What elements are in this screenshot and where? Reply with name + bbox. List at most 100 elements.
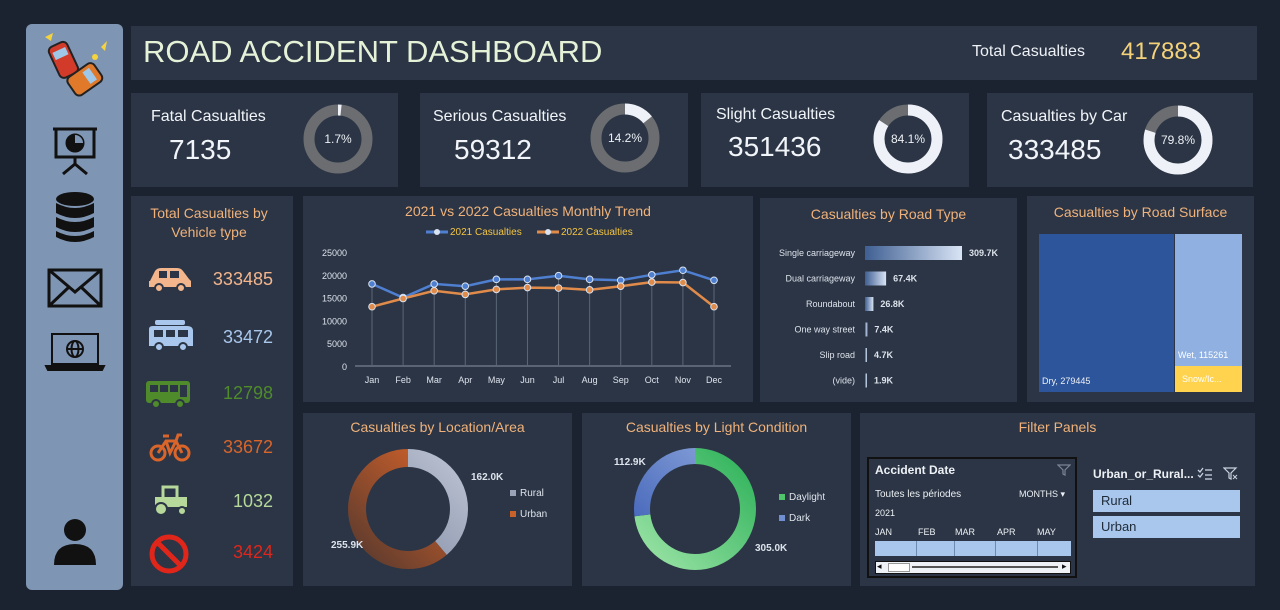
bar-category-label: One way street xyxy=(794,325,855,335)
bar xyxy=(865,297,874,311)
database-icon[interactable] xyxy=(26,190,123,246)
total-casualties-value: 417883 xyxy=(1121,38,1202,65)
bar xyxy=(865,373,867,388)
donut-arc xyxy=(590,103,660,173)
kpi-donut: 79.8% xyxy=(1143,105,1213,175)
data-point xyxy=(585,275,594,284)
data-point xyxy=(461,290,470,299)
treemap-wet: Wet, 115261 xyxy=(1175,234,1242,366)
bar-category-label: Roundabout xyxy=(806,299,856,309)
data-point xyxy=(523,283,532,292)
scroll-thumb[interactable] xyxy=(888,563,910,572)
date-slicer[interactable]: Accident Date Toutes les périodes MONTHS… xyxy=(867,457,1077,578)
kpi-percent: 79.8% xyxy=(1161,133,1195,147)
month-label: APR xyxy=(997,527,1016,537)
timeline-scrollbar[interactable]: ◂ ▸ xyxy=(875,561,1071,574)
data-point xyxy=(585,286,594,294)
x-tick-label: Dec xyxy=(706,375,723,385)
data-point xyxy=(710,276,718,285)
month-label: MAR xyxy=(955,527,975,537)
clear-filter-icon[interactable] xyxy=(1057,464,1071,476)
user-icon[interactable] xyxy=(26,512,123,572)
bicycle-icon xyxy=(149,433,191,462)
kpi-donut: 84.1% xyxy=(873,104,943,174)
scroll-right-icon[interactable]: ▸ xyxy=(1062,561,1067,571)
series-line xyxy=(371,280,715,308)
data-point xyxy=(554,284,563,292)
kpi-card-slight: Slight Casualties 351436 84.1% xyxy=(701,93,969,187)
light-donut: Daylight 305.0K Dark 112.9K xyxy=(614,448,825,570)
mail-icon[interactable] xyxy=(26,266,123,310)
vehicle-type-panel: Total Casualties by Vehicle type 333485 … xyxy=(131,196,293,586)
clear-filter-icon[interactable] xyxy=(1223,467,1238,481)
month-label: JAN xyxy=(875,527,893,537)
road-surface-panel: Casualties by Road Surface Dry, 279445 W… xyxy=(1027,196,1254,402)
legend-label: Urban xyxy=(520,509,547,520)
chart-title: Casualties by Light Condition xyxy=(625,419,808,435)
kpi-donut: 1.7% xyxy=(303,104,373,174)
data-point xyxy=(679,266,687,275)
legend-marker xyxy=(545,229,551,235)
bar xyxy=(865,246,962,260)
y-tick-label: 20000 xyxy=(322,271,347,281)
y-tick-label: 5000 xyxy=(327,339,347,349)
month-label: FEB xyxy=(918,527,936,537)
donut-arc xyxy=(303,104,373,174)
no-entry-icon xyxy=(149,534,189,574)
vehicle-row-car: 333485 xyxy=(131,259,291,299)
x-tick-label: Nov xyxy=(675,375,692,385)
legend-swatch xyxy=(510,490,516,496)
vehicle-value: 33472 xyxy=(222,327,273,347)
data-point xyxy=(430,286,438,295)
data-point xyxy=(679,278,687,287)
vehicle-row-van: 33472 xyxy=(131,317,291,357)
kpi-value: 59312 xyxy=(454,134,532,165)
road-type-panel: Casualties by Road Type Single carriagew… xyxy=(760,198,1017,402)
area-option-urban[interactable]: Urban xyxy=(1093,516,1240,538)
multi-select-icon[interactable] xyxy=(1197,467,1213,481)
chevron-down-icon: ▾ xyxy=(1060,489,1066,499)
treemap-label: Wet, 115261 xyxy=(1178,350,1229,360)
car-icon xyxy=(149,268,191,293)
timeline-bar[interactable] xyxy=(875,541,1071,556)
chart-title: Casualties by Location/Area xyxy=(350,419,525,435)
legend-label: Daylight xyxy=(789,492,825,503)
vehicle-title-line2: Vehicle type xyxy=(171,224,247,240)
data-point xyxy=(399,294,407,303)
slice-value-label: 162.0K xyxy=(471,472,504,483)
x-tick-label: Sep xyxy=(613,375,629,385)
page-title: ROAD ACCIDENT DASHBOARD xyxy=(143,34,603,69)
location-panel: Casualties by Location/Area Rural 162.0K U… xyxy=(303,413,572,586)
presentation-icon[interactable] xyxy=(26,122,123,178)
chart-title: Casualties by Road Type xyxy=(810,206,967,222)
donut-arc xyxy=(1143,105,1213,175)
kpi-card-car: Casualties by Car 333485 79.8% xyxy=(987,93,1253,187)
data-point xyxy=(710,302,718,311)
header-bar: ROAD ACCIDENT DASHBOARD Total Casualties… xyxy=(131,26,1257,80)
laptop-globe-icon[interactable] xyxy=(26,330,123,374)
area-slicer-title: Urban_or_Rural... xyxy=(1093,467,1194,481)
car-crash-icon[interactable] xyxy=(26,28,123,108)
data-point xyxy=(492,285,501,294)
filter-title: Filter Panels xyxy=(1018,419,1097,435)
months-dropdown[interactable]: MONTHS ▾ xyxy=(1019,489,1065,500)
kpi-percent: 14.2% xyxy=(608,131,642,145)
bar xyxy=(865,348,867,362)
vehicle-value: 12798 xyxy=(222,383,273,403)
x-tick-label: Mar xyxy=(426,375,442,385)
kpi-percent: 84.1% xyxy=(891,132,925,146)
kpi-label: Fatal Casualties xyxy=(151,108,266,125)
vehicle-row-bus: 12798 xyxy=(131,373,291,413)
kpi-label: Serious Casualties xyxy=(433,108,567,125)
vehicle-value: 1032 xyxy=(232,491,273,511)
area-option-rural[interactable]: Rural xyxy=(1093,490,1240,512)
kpi-label: Slight Casualties xyxy=(716,106,836,123)
bus-icon xyxy=(146,381,190,409)
kpi-card-serious: Serious Casualties 59312 14.2% xyxy=(420,93,688,187)
treemap-label: Snow/Ic... xyxy=(1182,374,1222,384)
scroll-left-icon[interactable]: ◂ xyxy=(877,561,882,571)
date-slicer-title: Accident Date xyxy=(875,463,956,477)
vehicle-value: 333485 xyxy=(212,269,273,289)
line-chart: 2021 Casualties 2022 Casualties 0 5000 10000… xyxy=(322,227,731,385)
data-point xyxy=(616,282,625,290)
